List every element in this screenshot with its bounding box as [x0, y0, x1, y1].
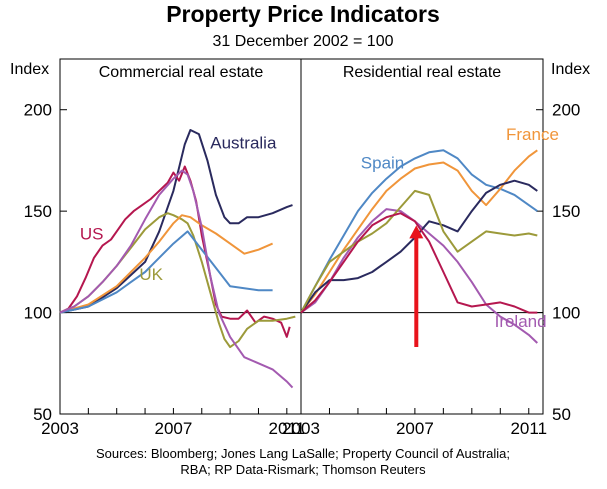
y-tick-label-left-150: 150	[24, 202, 52, 221]
series-line-panel-1-us	[59, 165, 291, 338]
y-tick-label-left-200: 200	[24, 101, 52, 120]
x-tick-label-panel-1-2011: 2011	[269, 419, 306, 438]
source-note-line-2: RBA; RP Data-Rismark; Thomson Reuters	[180, 462, 426, 477]
x-tick-label-panel-1-2007: 2007	[154, 419, 192, 438]
series-line-panel-2-uk	[300, 189, 538, 314]
panel-title-residential: Residential real estate	[343, 64, 501, 81]
series-label-panel-1-us: US	[80, 225, 104, 244]
series-line-panel-2-ireland	[300, 208, 538, 344]
y-tick-label-right-200: 200	[552, 101, 580, 120]
series-line-panel-1-commercial-series-5	[59, 230, 273, 314]
chart-subtitle: 31 December 2002 = 100	[212, 33, 393, 50]
x-tick-label-panel-2-2007: 2007	[396, 419, 434, 438]
y-tick-label-left-100: 100	[24, 304, 52, 323]
y-axis-label-right: Index	[551, 61, 590, 78]
series-line-panel-2-us	[300, 212, 538, 314]
series-label-panel-2-france: France	[506, 125, 559, 144]
red-arrow-head	[409, 225, 424, 239]
series-line-panel-1-australia	[59, 129, 293, 314]
series-line-panel-1-commercial-series-4	[59, 214, 273, 314]
series-labels: Australia US UK Spain France Ireland	[80, 125, 559, 331]
series-label-panel-1-australia: Australia	[210, 133, 277, 152]
panel-title-commercial: Commercial real estate	[99, 64, 264, 81]
series-label-panel-2-spain: Spain	[361, 154, 404, 173]
y-tick-label-right-150: 150	[552, 202, 580, 221]
chart-title: Property Price Indicators	[166, 1, 440, 27]
y-axis-label-left: Index	[10, 61, 49, 78]
series-label-panel-1-uk: UK	[139, 265, 163, 284]
series-label-panel-2-ireland: Ireland	[495, 312, 547, 331]
x-tick-label-panel-2-2011: 2011	[510, 419, 547, 438]
x-tick-label-panel-1-2003: 2003	[41, 419, 79, 438]
y-tick-label-right-50: 50	[552, 405, 571, 424]
annotations	[409, 225, 424, 348]
y-tick-label-right-100: 100	[552, 304, 580, 323]
series-lines	[59, 129, 538, 389]
x-tick-label-panel-2-2003: 2003	[282, 419, 320, 438]
series-line-panel-2-spain	[300, 149, 538, 314]
y-tick-label-left-50: 50	[33, 405, 52, 424]
series-line-panel-1-commercial-series-6	[59, 169, 294, 389]
series-line-panel-2-australia	[300, 179, 538, 314]
source-note-line-1: Sources: Bloomberg; Jones Lang LaSalle; …	[96, 446, 510, 461]
